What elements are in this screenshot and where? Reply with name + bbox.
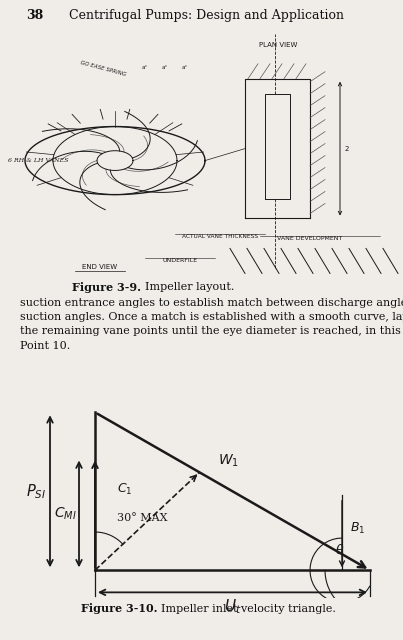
Text: PLAN VIEW: PLAN VIEW [259, 42, 297, 48]
Text: Figure 3-10.: Figure 3-10. [81, 604, 157, 614]
Text: $C_{MI}$: $C_{MI}$ [54, 506, 77, 522]
Text: 2: 2 [345, 146, 349, 152]
Text: $W_1$: $W_1$ [218, 452, 239, 468]
Text: Impeller inlet velocity triangle.: Impeller inlet velocity triangle. [161, 604, 336, 614]
Text: VANE DEVELOPMENT: VANE DEVELOPMENT [277, 236, 343, 241]
Text: a°: a° [162, 65, 168, 70]
Text: a°: a° [142, 65, 148, 70]
Text: $\theta$: $\theta$ [335, 543, 345, 557]
Text: Centrifugal Pumps: Design and Application: Centrifugal Pumps: Design and Applicatio… [69, 10, 343, 22]
Text: $B_1$: $B_1$ [350, 520, 365, 536]
Text: END VIEW: END VIEW [83, 264, 118, 271]
Text: 6 RH & LH VANES: 6 RH & LH VANES [8, 158, 69, 163]
Text: $C_1$: $C_1$ [117, 482, 133, 497]
Text: $U_t$: $U_t$ [224, 597, 241, 616]
Text: ACTUAL VANE THICKNESS: ACTUAL VANE THICKNESS [182, 234, 258, 239]
Text: UNDERFILE: UNDERFILE [162, 259, 197, 264]
Text: GO EASE SPRING: GO EASE SPRING [80, 60, 127, 77]
Text: suction entrance angles to establish match between discharge angle and
suction a: suction entrance angles to establish mat… [20, 298, 403, 351]
Text: Impeller layout.: Impeller layout. [145, 282, 235, 292]
Text: a°: a° [182, 65, 188, 70]
Text: $P_{SI}$: $P_{SI}$ [26, 482, 46, 500]
Text: 38: 38 [26, 10, 44, 22]
Text: Figure 3-9.: Figure 3-9. [72, 282, 141, 293]
Text: 30° MAX: 30° MAX [117, 513, 168, 523]
